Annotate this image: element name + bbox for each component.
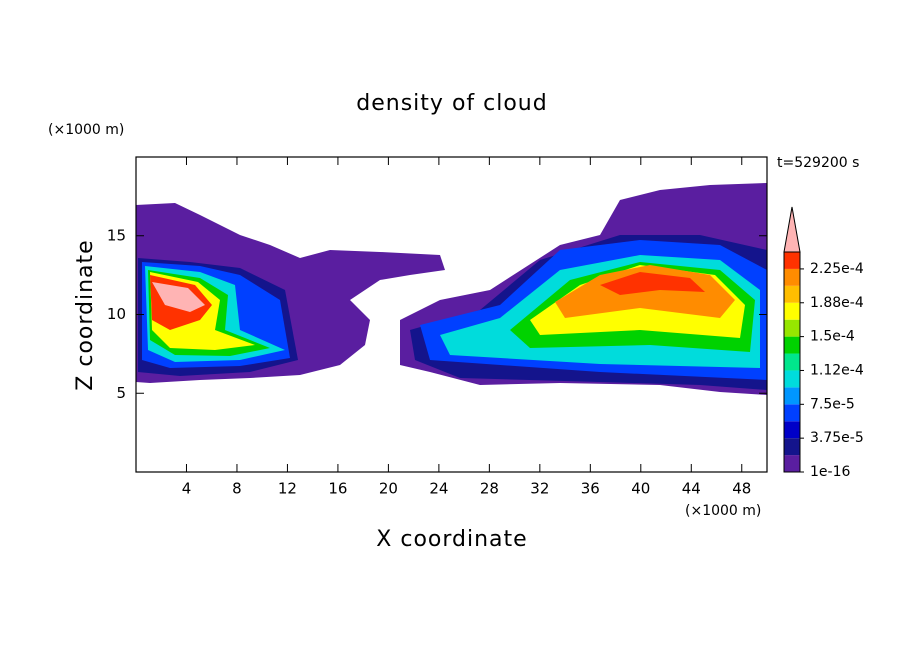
y-axis-label: Z coordinate — [73, 239, 98, 390]
colorbar-band — [784, 387, 800, 405]
x-tick-label: 16 — [328, 480, 347, 498]
time-annotation: t=529200 s — [777, 155, 859, 171]
colorbar-band — [784, 336, 800, 354]
chart-title: density of cloud — [356, 91, 547, 116]
colorbar-label: 1.5e-4 — [810, 329, 855, 345]
y-unit: (×1000 m) — [48, 122, 124, 138]
x-tick-label: 40 — [631, 480, 650, 498]
colorbar-label: 1e-16 — [810, 464, 850, 480]
x-tick-label: 20 — [379, 480, 398, 498]
colorbar-frame — [783, 251, 801, 473]
x-tick-label: 24 — [429, 480, 448, 498]
colorbar-label: 7.5e-5 — [810, 396, 855, 412]
cloud-region — [152, 282, 205, 312]
colorbar-label: 2.25e-4 — [810, 261, 864, 277]
colorbar-band — [784, 421, 800, 439]
colorbar-band — [784, 285, 800, 303]
y-tick-label: 10 — [107, 305, 126, 323]
colorbar-band — [784, 319, 800, 337]
x-tick-label: 12 — [278, 480, 297, 498]
cloud-field — [136, 183, 767, 395]
x-tick-label: 8 — [232, 480, 242, 498]
x-tick-label: 28 — [480, 480, 499, 498]
colorbar-overflow — [783, 206, 801, 253]
colorbar-band — [784, 252, 800, 269]
y-tick-label: 5 — [116, 384, 126, 402]
colorbar-band — [784, 353, 800, 371]
colorbar-label: 3.75e-5 — [810, 430, 864, 446]
colorbar-band — [784, 268, 800, 286]
x-tick-label: 44 — [682, 480, 701, 498]
x-tick-label: 36 — [581, 480, 600, 498]
colorbar-band — [784, 370, 800, 388]
x-axis-label: X coordinate — [376, 527, 527, 552]
x-unit: (×1000 m) — [685, 503, 761, 519]
x-tick-label: 32 — [530, 480, 549, 498]
colorbar-band — [784, 302, 800, 320]
x-tick-label: 48 — [732, 480, 751, 498]
cloud-region — [600, 272, 705, 295]
colorbar-band — [784, 438, 800, 456]
colorbar-band — [784, 455, 800, 472]
colorbar-label: 1.88e-4 — [810, 295, 864, 311]
y-tick-label: 15 — [107, 226, 126, 244]
colorbar-label: 1.12e-4 — [810, 362, 864, 378]
colorbar-band — [784, 404, 800, 422]
x-tick-label: 4 — [182, 480, 192, 498]
